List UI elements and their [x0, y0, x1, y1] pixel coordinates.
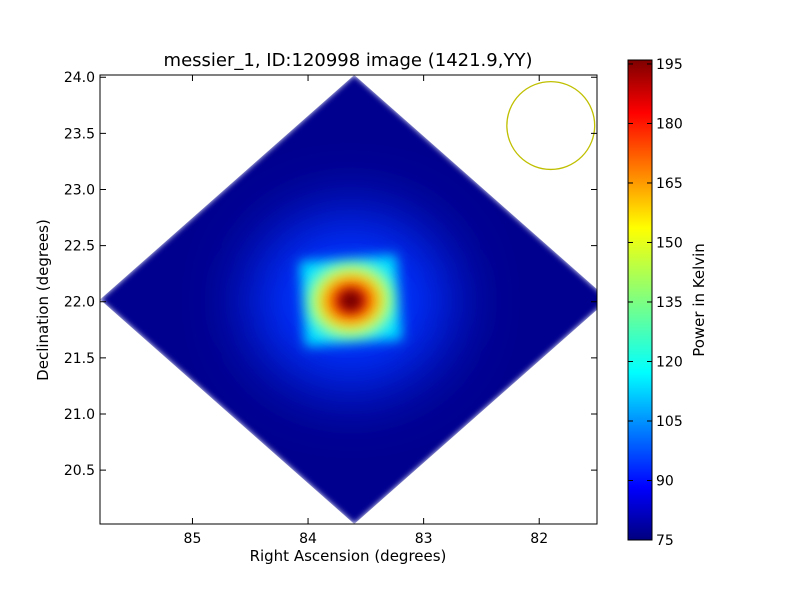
colorbar-tick-label: 150: [656, 235, 683, 251]
y-axis-label: Declination (degrees): [34, 219, 52, 381]
source-core: [340, 291, 362, 311]
x-tick-label: 85: [184, 531, 202, 547]
y-tick-label: 22.5: [64, 239, 95, 255]
y-tick-label: 24.0: [64, 70, 95, 86]
beam-circle: [506, 80, 596, 171]
colorbar-tick-label: 105: [656, 414, 683, 430]
colorbar-tick-label: 180: [656, 116, 683, 132]
x-axis-label: Right Ascension (degrees): [250, 547, 447, 565]
colorbar: 75 90 105 120 135 150 165 180 195 Power in Kelvi…: [627, 57, 708, 549]
colorbar-label: Power in Kelvin: [690, 243, 708, 357]
y-tick-label: 21.0: [64, 407, 95, 423]
colorbar-ticks: 75 90 105 120 135 150 165 180 195: [628, 57, 683, 549]
y-tick-label: 23.5: [64, 126, 95, 142]
colorbar-tick-label: 120: [656, 354, 683, 370]
x-axis: 85 84 83 82: [184, 75, 548, 547]
plot-image: [100, 75, 597, 524]
x-tick-label: 84: [299, 531, 317, 547]
colorbar-tick-label: 165: [656, 176, 683, 192]
y-tick-label: 20.5: [64, 463, 95, 479]
colorbar-gradient: [627, 59, 653, 541]
y-tick-label: 22.0: [64, 295, 95, 311]
colorbar-tick-label: 135: [656, 295, 683, 311]
y-axis: 20.5 21.0 21.5 22.0 22.5 23.0 23.5 24.0: [64, 70, 597, 479]
plot-frame: [99, 74, 598, 525]
y-tick-label: 23.0: [64, 182, 95, 198]
colorbar-tick-label: 195: [656, 57, 683, 73]
y-tick-label: 21.5: [64, 351, 95, 367]
x-tick-label: 83: [415, 531, 433, 547]
colorbar-tick-label: 75: [656, 533, 674, 549]
chart-title: messier_1, ID:120998 image (1421.9,YY): [164, 50, 533, 71]
x-tick-label: 82: [530, 531, 548, 547]
colorbar-tick-label: 90: [656, 473, 674, 489]
